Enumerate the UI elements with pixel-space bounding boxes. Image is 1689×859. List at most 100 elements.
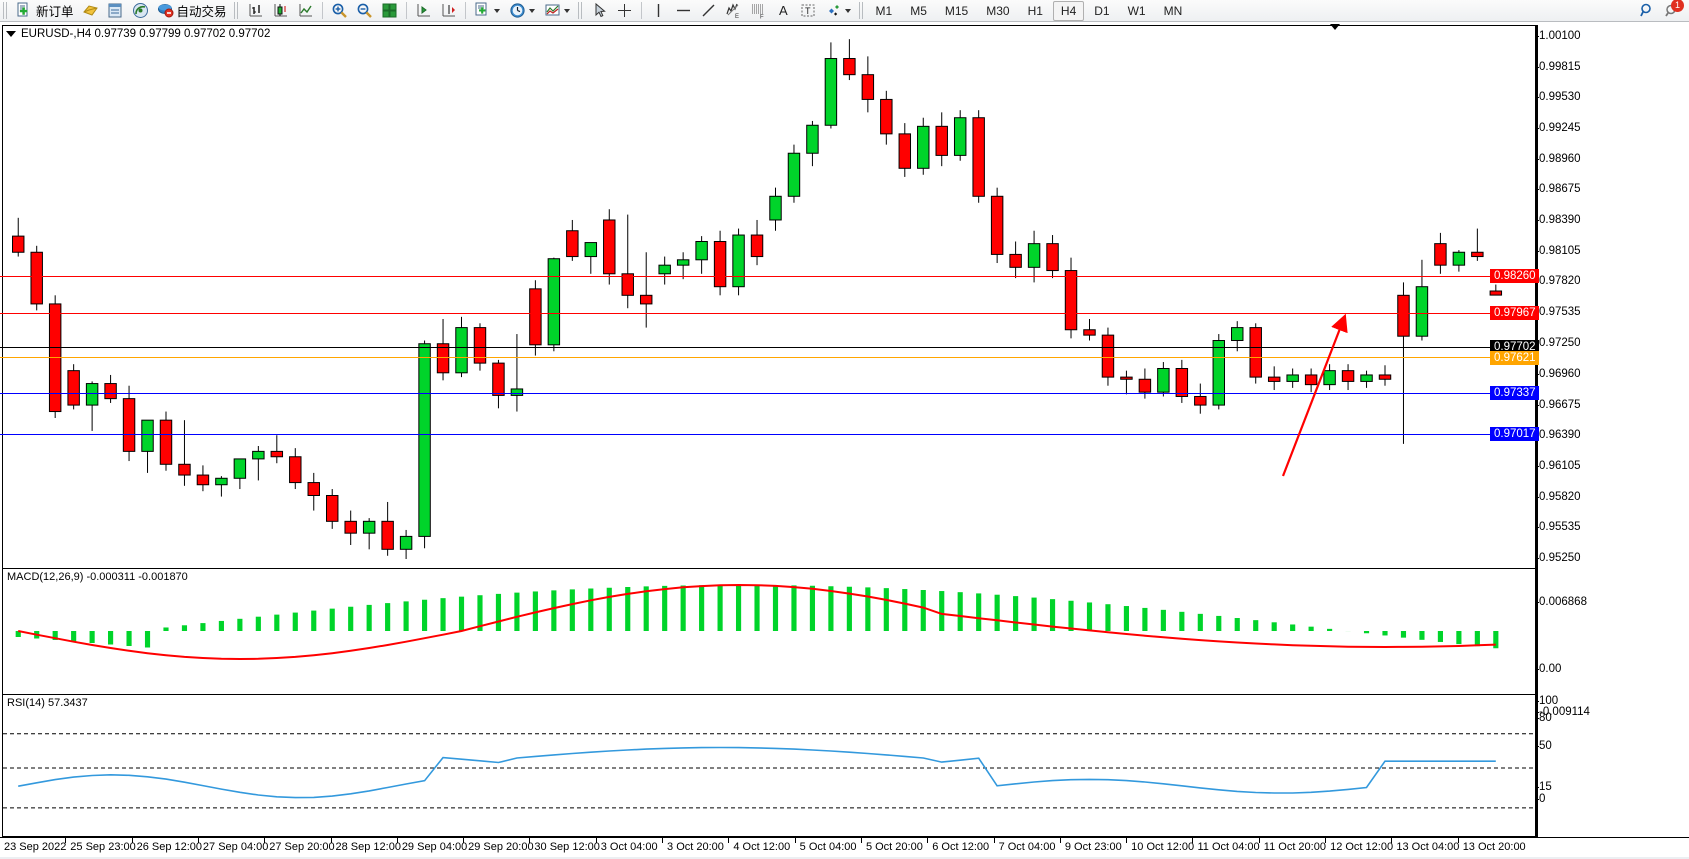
shapes-tool-button[interactable] — [821, 1, 856, 21]
toolbar-grip-3[interactable] — [577, 2, 584, 19]
auto-scroll-button[interactable] — [436, 1, 461, 21]
trendline-icon — [700, 2, 717, 19]
fibonacci-tool-button[interactable]: F — [746, 1, 771, 21]
zoom-in-button[interactable] — [327, 1, 352, 21]
horizontal-line-tool-button[interactable] — [671, 1, 696, 21]
candle — [215, 476, 228, 497]
crosshair-tool-button[interactable] — [612, 1, 637, 21]
time-tick-mark — [794, 838, 796, 843]
templates-button[interactable] — [540, 1, 575, 21]
price-badge-support-2[interactable]: 0.97017 — [1490, 427, 1539, 441]
toolbar-grip-4[interactable] — [858, 2, 865, 19]
trendline-tool-button[interactable] — [696, 1, 721, 21]
toolbar-separator-1 — [321, 2, 323, 19]
templates-dropdown-caret[interactable] — [563, 2, 571, 19]
price-badge-pivot[interactable]: 0.97621 — [1490, 351, 1539, 365]
timeframe-h4[interactable]: H4 — [1052, 0, 1085, 21]
toolbar-grip[interactable] — [3, 2, 9, 19]
cursor-tool-button[interactable] — [587, 1, 612, 21]
price-badge-resistance-1[interactable]: 0.98260 — [1490, 269, 1539, 283]
candle — [1341, 364, 1355, 391]
expert-advisors-button[interactable] — [78, 1, 103, 21]
price-badge-current-price[interactable]: 0.97702 — [1490, 340, 1539, 354]
price-tick: 0.97250 — [1535, 336, 1581, 349]
time-tick: 28 Sep 12:00 — [335, 841, 401, 853]
rsi-tick: 15 — [1535, 781, 1552, 793]
toolbar-separator-3 — [464, 2, 466, 19]
vertical-line-tool-button[interactable] — [646, 1, 671, 21]
text-tool-button[interactable]: A — [771, 1, 796, 21]
toolbar-grip-2[interactable] — [233, 2, 240, 19]
indicators-button[interactable] — [470, 1, 505, 21]
candle — [289, 448, 302, 490]
level-line-resistance-1[interactable] — [0, 274, 1534, 279]
level-line-support-1[interactable] — [0, 391, 1534, 396]
candle — [713, 230, 727, 296]
periods-clock-icon — [509, 2, 526, 19]
price-pane[interactable] — [3, 26, 1536, 566]
price-badge-resistance-2[interactable]: 0.97967 — [1490, 306, 1539, 320]
candle — [399, 529, 413, 559]
timeframe-m5[interactable]: M5 — [910, 3, 927, 18]
new-order-button[interactable]: 新订单 — [12, 1, 78, 21]
level-line-pivot[interactable] — [0, 355, 1534, 360]
timeframe-m30[interactable]: M30 — [986, 3, 1010, 18]
fibonacci-icon: F — [750, 2, 767, 19]
candle — [492, 359, 505, 409]
rsi-svg — [3, 733, 1536, 809]
candle — [769, 187, 782, 231]
line-chart-button[interactable] — [293, 1, 318, 21]
svg-text:A: A — [779, 3, 788, 18]
chart-collapse-icon[interactable] — [6, 31, 16, 37]
time-tick-mark — [662, 838, 664, 843]
price-badge-support-1[interactable]: 0.97337 — [1490, 386, 1539, 400]
level-line-support-2[interactable] — [0, 432, 1534, 437]
time-tick-mark — [1126, 838, 1128, 843]
timeframe-d1[interactable]: D1 — [1094, 3, 1110, 18]
svg-text:T: T — [805, 6, 811, 16]
timeframe-mn[interactable]: MN — [1163, 3, 1183, 18]
time-tick-mark — [1258, 838, 1260, 843]
time-tick-mark — [529, 838, 531, 843]
autotrading-button[interactable]: 自动交易 — [153, 1, 231, 21]
timeframe-m1[interactable]: M1 — [875, 3, 893, 18]
data-window-button[interactable] — [103, 1, 128, 21]
candle — [732, 228, 745, 296]
search-icon[interactable] — [1639, 2, 1656, 19]
rsi-pane[interactable]: RSI(14) 57.3437 — [3, 694, 1536, 837]
tile-windows-button[interactable] — [377, 1, 402, 21]
crosshair-icon — [616, 2, 633, 19]
text-label-tool-button[interactable]: T — [796, 1, 821, 21]
shapes-dropdown-caret[interactable] — [844, 2, 852, 19]
navigator-icon — [132, 2, 149, 19]
zoom-out-button[interactable] — [352, 1, 377, 21]
periods-dropdown-caret[interactable] — [528, 2, 536, 19]
time-tick: 23 Sep 2022 — [4, 841, 67, 853]
autotrading-icon — [157, 2, 174, 19]
periods-button[interactable] — [505, 1, 540, 21]
alerts-icon[interactable]: 1 — [1664, 0, 1684, 19]
indicators-dropdown-caret[interactable] — [493, 2, 501, 19]
candle — [196, 465, 210, 492]
elliott-wave-icon: E — [725, 2, 742, 19]
bar-chart-button[interactable] — [243, 1, 268, 21]
timeframe-m15[interactable]: M15 — [944, 3, 969, 18]
navigator-button[interactable] — [128, 1, 153, 21]
timeframe-h1[interactable]: H1 — [1027, 3, 1043, 18]
timeframe-w1[interactable]: W1 — [1127, 3, 1146, 18]
price-tick: 0.98390 — [1535, 214, 1581, 227]
candlestick-chart-button[interactable] — [268, 1, 293, 21]
text-icon: A — [775, 2, 792, 19]
elliott-wave-tool-button[interactable]: E — [721, 1, 746, 21]
svg-text:F: F — [760, 15, 764, 20]
price-tick: 0.96105 — [1535, 459, 1581, 472]
price-tick: 0.95250 — [1535, 552, 1581, 564]
chart-area[interactable]: EURUSD-,H4 0.97739 0.97799 0.97702 0.977… — [0, 22, 1689, 859]
alerts-badge: 1 — [1671, 0, 1684, 12]
candle — [122, 385, 136, 462]
text-label-icon: T — [800, 2, 817, 19]
new-order-icon — [16, 2, 33, 19]
chart-shift-button[interactable] — [411, 1, 436, 21]
level-line-resistance-2[interactable] — [0, 311, 1534, 316]
macd-pane[interactable]: MACD(12,26,9) -0.000311 -0.001870 — [3, 568, 1536, 693]
